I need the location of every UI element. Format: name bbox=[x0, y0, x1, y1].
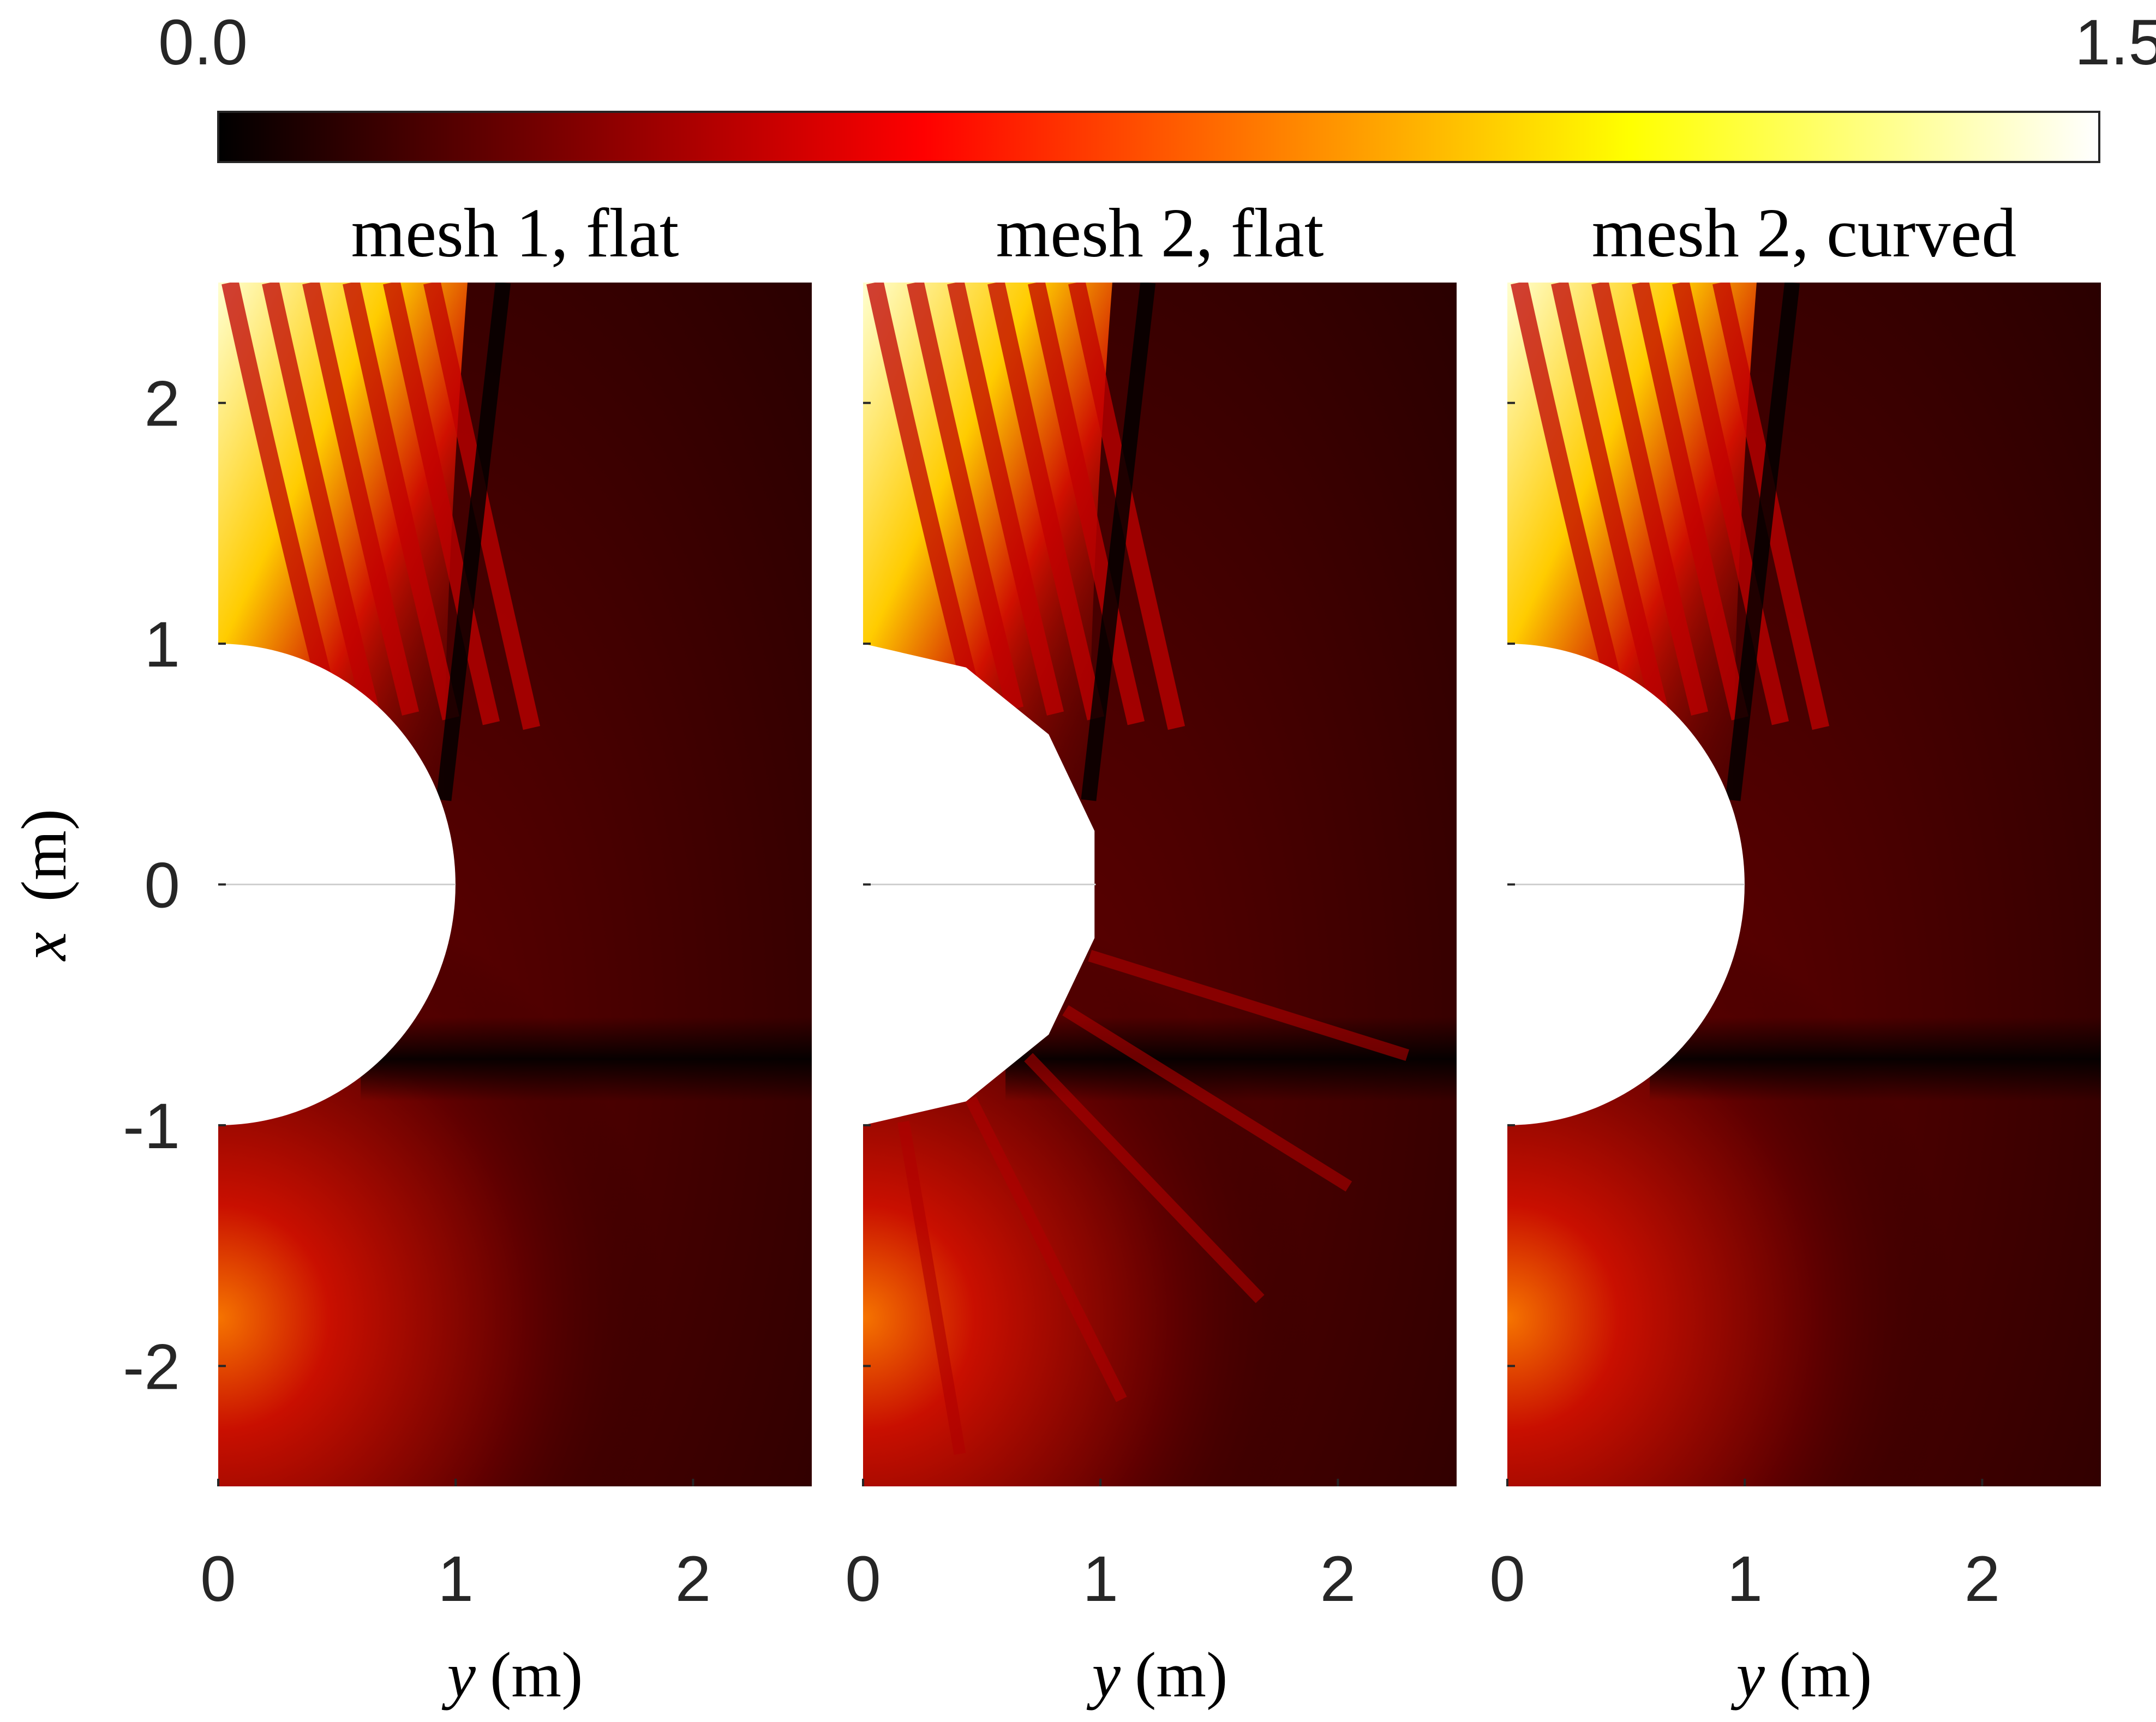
x-tick-label: 1 bbox=[1082, 1543, 1118, 1615]
y-tick-label: 2 bbox=[144, 368, 180, 440]
shadow-ray bbox=[1081, 283, 1156, 801]
interference-stripe bbox=[221, 283, 339, 706]
numerical-artifact-ray bbox=[1088, 950, 1410, 1061]
x-tick-label: 2 bbox=[675, 1543, 711, 1615]
panel-3: mesh 2, curved 0 1 2 y (m) bbox=[1489, 194, 2101, 1711]
colorbar-min-label: 0.0 bbox=[158, 7, 248, 79]
x-tick-label: 0 bbox=[1489, 1543, 1525, 1615]
field-shadow-band bbox=[361, 1017, 812, 1101]
numerical-artifact-ray bbox=[1062, 1005, 1352, 1192]
interference-stripe bbox=[383, 283, 500, 725]
interference-stripe bbox=[262, 283, 379, 711]
y-tick-label: 0 bbox=[144, 850, 180, 922]
interference-stripe bbox=[1672, 283, 1789, 725]
y-axis-label: x (m) bbox=[8, 809, 80, 962]
colorbar: 0.0 1.5 bbox=[158, 7, 2156, 163]
heatmap-field bbox=[218, 283, 812, 1486]
y-axis-label-symbol: x bbox=[8, 932, 80, 962]
interference-stripe bbox=[1028, 283, 1145, 725]
shadow-ray bbox=[1725, 283, 1800, 801]
interference-stripe bbox=[1632, 283, 1749, 721]
interference-stripe bbox=[866, 283, 984, 706]
panel-title: mesh 2, curved bbox=[1592, 194, 2016, 272]
field-shadow-band bbox=[1650, 1017, 2101, 1101]
panel-1: mesh 1, flat 0 1 2 y (m) -2 -1 0 1 2 bbox=[123, 194, 812, 1711]
panel-title: mesh 1, flat bbox=[351, 194, 679, 272]
x-axis-label: y (m) bbox=[442, 1639, 583, 1711]
colorbar-max-label: 1.5 bbox=[2075, 7, 2156, 79]
interference-stripe bbox=[1511, 283, 1628, 706]
y-tick-label: 1 bbox=[144, 609, 180, 681]
heatmap-field bbox=[863, 283, 1457, 1486]
interference-stripe bbox=[907, 283, 1024, 711]
x-tick-label: 1 bbox=[1727, 1543, 1763, 1615]
field-shadow-band bbox=[1005, 1017, 1457, 1101]
interference-stripe bbox=[1591, 283, 1709, 716]
interference-stripe bbox=[1551, 283, 1668, 711]
numerical-artifact-ray bbox=[1024, 1053, 1265, 1304]
x-tick-label: 0 bbox=[200, 1543, 236, 1615]
numerical-artifact-ray bbox=[965, 1096, 1127, 1402]
x-tick-label: 1 bbox=[438, 1543, 474, 1615]
shadow-ray bbox=[436, 283, 511, 801]
interference-stripe bbox=[947, 283, 1064, 716]
panels: mesh 1, flat 0 1 2 y (m) -2 -1 0 1 2 mesh 2, flat 0 1… bbox=[123, 194, 2101, 1711]
interference-stripe bbox=[343, 283, 460, 721]
heatmap-field bbox=[1507, 283, 2101, 1486]
x-axis-label: y (m) bbox=[1731, 1639, 1872, 1711]
x-tick-label: 2 bbox=[1320, 1543, 1356, 1615]
y-axis-label-unit: (m) bbox=[8, 809, 80, 902]
interference-stripe bbox=[302, 283, 420, 716]
x-tick-label: 2 bbox=[1965, 1543, 2001, 1615]
numerical-artifact-ray bbox=[897, 1120, 966, 1455]
panel-title: mesh 2, flat bbox=[996, 194, 1324, 272]
y-tick-label: -1 bbox=[123, 1090, 180, 1162]
y-tick-label: -2 bbox=[123, 1331, 180, 1403]
panel-2: mesh 2, flat 0 1 2 y (m) bbox=[845, 194, 1457, 1711]
x-tick-label: 0 bbox=[845, 1543, 881, 1615]
x-axis-label: y (m) bbox=[1087, 1639, 1228, 1711]
colorbar-gradient bbox=[217, 111, 2100, 163]
interference-stripe bbox=[987, 283, 1105, 721]
